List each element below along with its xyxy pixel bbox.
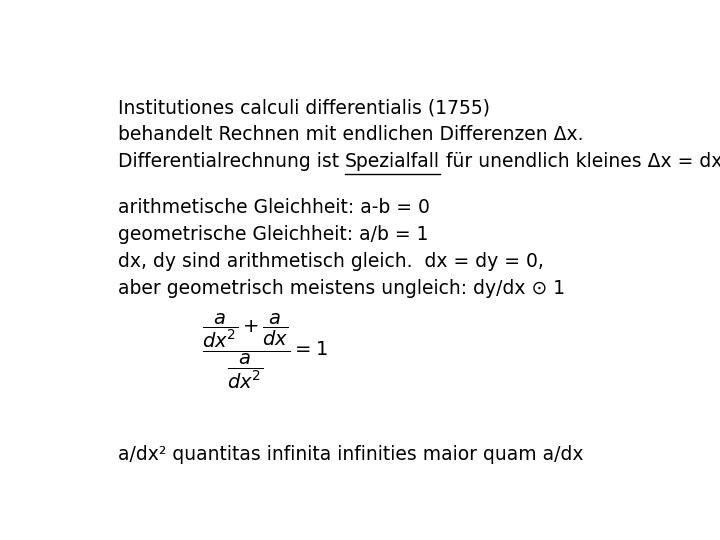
Text: Differentialrechnung ist: Differentialrechnung ist (118, 152, 345, 171)
Text: aber geometrisch meistens ungleich: dy/dx ⊙ 1: aber geometrisch meistens ungleich: dy/d… (118, 279, 565, 298)
Text: geometrische Gleichheit: a/b = 1: geometrische Gleichheit: a/b = 1 (118, 225, 428, 244)
Text: für unendlich kleines Δx = dx.: für unendlich kleines Δx = dx. (440, 152, 720, 171)
Text: $\dfrac{\dfrac{a}{dx^{2}}+\dfrac{a}{dx}}{\dfrac{a}{dx^{2}}}=1$: $\dfrac{\dfrac{a}{dx^{2}}+\dfrac{a}{dx}}… (202, 312, 328, 392)
Text: a/dx² quantitas infinita infinities maior quam a/dx: a/dx² quantitas infinita infinities maio… (118, 446, 583, 464)
Text: behandelt Rechnen mit endlichen Differenzen Δx.: behandelt Rechnen mit endlichen Differen… (118, 125, 583, 144)
Text: dx, dy sind arithmetisch gleich.  dx = dy = 0,: dx, dy sind arithmetisch gleich. dx = dy… (118, 252, 544, 271)
Text: arithmetische Gleichheit: a-b = 0: arithmetische Gleichheit: a-b = 0 (118, 198, 430, 217)
Text: Institutiones calculi differentialis (1755): Institutiones calculi differentialis (17… (118, 98, 490, 117)
Text: Spezialfall: Spezialfall (345, 152, 440, 171)
